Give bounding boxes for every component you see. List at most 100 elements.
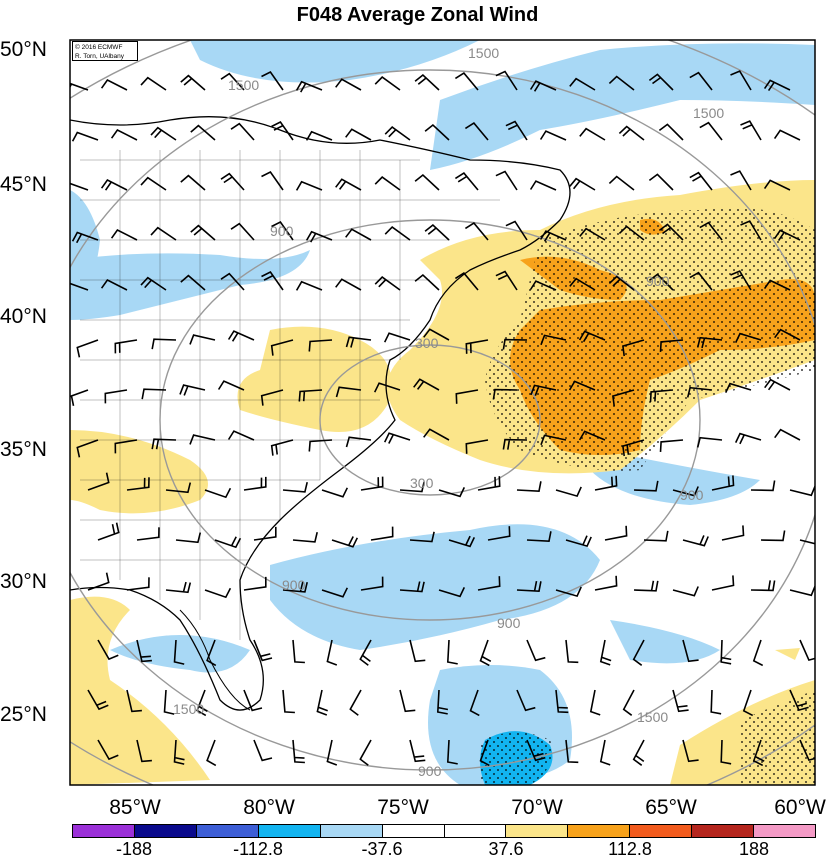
wind-barb	[189, 434, 216, 445]
wind-barb	[260, 389, 284, 406]
wind-barb	[151, 338, 177, 350]
wind-barb	[70, 282, 89, 291]
wind-barb	[438, 487, 466, 498]
colorbar-swatch	[73, 825, 135, 837]
colorbar	[72, 824, 816, 838]
wind-barb	[578, 430, 606, 441]
lon-label: 85°W	[109, 796, 161, 819]
wind-barb	[699, 121, 723, 141]
wind-barb	[140, 276, 167, 291]
wind-barb	[730, 70, 752, 91]
wind-barb	[409, 739, 426, 763]
wind-barb	[724, 382, 752, 393]
wind-barb	[618, 225, 645, 241]
wind-barb	[682, 739, 699, 763]
wind-barb	[173, 639, 185, 665]
wind-barb	[110, 228, 138, 241]
wind-barb	[526, 739, 546, 762]
wind-barb	[253, 526, 277, 541]
positive-region-small	[775, 648, 800, 660]
colorbar-label: 112.8	[608, 839, 652, 859]
contour-label: 900	[418, 763, 442, 779]
wind-barb	[612, 389, 635, 407]
wind-barb	[633, 480, 659, 492]
wind-barb	[373, 382, 401, 393]
lat-label: 45°N	[0, 173, 47, 196]
wind-barb	[699, 221, 723, 241]
wind-barb	[658, 123, 684, 141]
wind-barb	[649, 389, 674, 402]
wind-barb	[331, 536, 359, 548]
wind-barb	[308, 439, 333, 452]
wind-barb	[173, 739, 185, 765]
wind-barb	[539, 130, 567, 141]
wind-barb	[151, 438, 177, 450]
wind-barb	[446, 639, 458, 665]
wind-barb	[734, 432, 762, 445]
wind-barb	[454, 172, 479, 191]
wind-barb	[760, 530, 786, 542]
contour-label: 900	[497, 615, 521, 631]
wind-barb	[292, 739, 305, 764]
wind-barb	[448, 535, 476, 548]
wind-barb	[682, 535, 709, 547]
wind-barb	[175, 532, 202, 544]
wind-barb	[529, 80, 557, 92]
wind-barb	[492, 388, 518, 400]
wind-barb	[565, 639, 579, 664]
negative-region-great-lakes	[70, 250, 310, 320]
contour-lines	[70, 40, 815, 785]
wind-barb	[414, 273, 440, 291]
wind-barb	[243, 476, 267, 491]
wind-barb	[750, 480, 776, 492]
contour-label: 1500	[173, 701, 204, 717]
lat-label: 30°N	[0, 570, 47, 593]
lat-label: 25°N	[0, 703, 47, 726]
wind-barb	[230, 122, 255, 141]
wind-barb	[345, 128, 372, 141]
wind-barb	[150, 226, 177, 241]
contour-label: 300	[410, 475, 434, 491]
wind-barb	[414, 173, 440, 191]
positive-region-midatlantic	[237, 326, 392, 432]
wind-barb	[261, 170, 284, 191]
wind-barb	[696, 336, 723, 349]
wind-barb	[374, 276, 401, 291]
positive-region-southeast	[70, 430, 208, 514]
wind-barb	[321, 587, 349, 598]
wind-barb	[773, 129, 801, 141]
wind-barb	[140, 76, 167, 91]
wind-barb	[516, 580, 542, 593]
wind-barb	[414, 73, 440, 91]
positive-region-southwest	[70, 596, 210, 785]
wind-barb	[370, 526, 394, 541]
wind-barb	[643, 530, 669, 542]
wind-barb	[335, 78, 362, 91]
wind-barb	[190, 124, 216, 141]
wind-barb	[711, 475, 735, 491]
wind-barb	[399, 581, 425, 593]
wind-barb	[316, 689, 328, 716]
wind-barb	[271, 220, 294, 241]
wind-barb	[305, 230, 333, 243]
wind-barb	[345, 336, 372, 348]
wind-barb	[298, 389, 323, 402]
wind-barb	[594, 475, 618, 491]
lon-label: 65°W	[645, 796, 697, 819]
wind-barb	[750, 580, 776, 592]
wind-barb	[565, 535, 592, 548]
colorbar-label: -188	[115, 839, 153, 859]
wind-barb	[383, 432, 411, 444]
wind-barb	[689, 71, 713, 91]
wind-barb	[710, 689, 722, 715]
lon-label: 60°W	[774, 796, 826, 819]
wind-barb	[100, 178, 128, 191]
wind-barb	[359, 739, 372, 766]
wind-barb	[180, 74, 206, 91]
wind-barb	[696, 436, 723, 448]
wind-barb	[409, 639, 426, 663]
colorbar-swatch	[754, 825, 816, 837]
wind-barb	[282, 581, 308, 593]
wind-barb	[100, 78, 128, 91]
